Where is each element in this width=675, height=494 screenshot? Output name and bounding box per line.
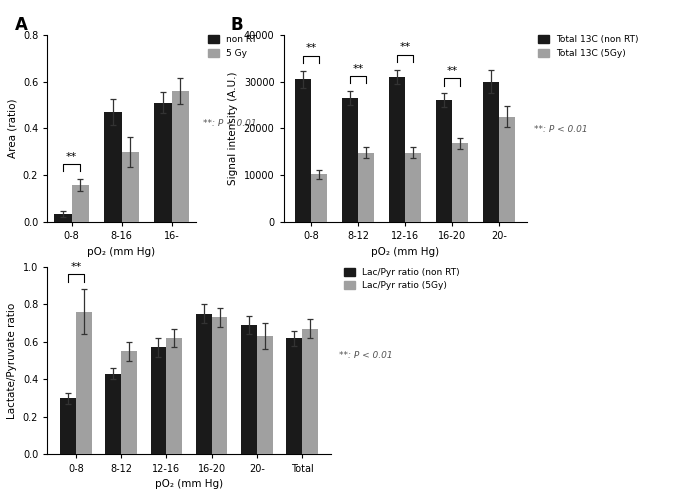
Bar bbox=[196, 314, 211, 454]
Bar bbox=[435, 100, 452, 222]
Text: **: ** bbox=[446, 66, 458, 76]
Bar bbox=[167, 338, 182, 454]
Text: **: ** bbox=[66, 152, 77, 162]
Bar bbox=[483, 82, 499, 222]
Text: B: B bbox=[230, 16, 243, 34]
Bar bbox=[389, 77, 405, 222]
Text: A: A bbox=[15, 16, 28, 34]
Bar bbox=[151, 347, 167, 454]
Text: **: ** bbox=[400, 42, 410, 52]
Bar bbox=[122, 351, 137, 454]
Bar bbox=[405, 153, 421, 222]
Bar bbox=[452, 143, 468, 222]
X-axis label: pO₂ (mm Hg): pO₂ (mm Hg) bbox=[155, 479, 223, 489]
Bar bbox=[311, 174, 327, 222]
X-axis label: pO₂ (mm Hg): pO₂ (mm Hg) bbox=[88, 247, 155, 257]
Bar bbox=[171, 91, 189, 222]
Bar bbox=[294, 79, 311, 222]
Y-axis label: Signal intensity (A.U.): Signal intensity (A.U.) bbox=[228, 72, 238, 185]
Text: **: ** bbox=[70, 262, 82, 272]
Bar bbox=[54, 214, 72, 222]
Bar bbox=[60, 398, 76, 454]
Bar bbox=[76, 312, 92, 454]
Text: **: P < 0.01: **: P < 0.01 bbox=[203, 119, 256, 128]
Legend: Lac/Pyr ratio (non RT), Lac/Pyr ratio (5Gy): Lac/Pyr ratio (non RT), Lac/Pyr ratio (5… bbox=[344, 268, 460, 290]
Legend: Total 13C (non RT), Total 13C (5Gy): Total 13C (non RT), Total 13C (5Gy) bbox=[538, 36, 639, 58]
Bar bbox=[72, 185, 89, 222]
X-axis label: pO₂ (mm Hg): pO₂ (mm Hg) bbox=[371, 247, 439, 257]
Bar bbox=[105, 374, 122, 454]
Bar bbox=[211, 318, 227, 454]
Bar bbox=[256, 336, 273, 454]
Bar bbox=[286, 338, 302, 454]
Bar bbox=[499, 117, 516, 222]
Bar bbox=[241, 325, 256, 454]
Text: **: ** bbox=[305, 43, 317, 53]
Text: **: ** bbox=[352, 64, 364, 74]
Y-axis label: Lactate/Pyruvate ratio: Lactate/Pyruvate ratio bbox=[7, 302, 18, 419]
Bar bbox=[104, 112, 122, 222]
Bar bbox=[122, 152, 139, 222]
Text: **: P < 0.01: **: P < 0.01 bbox=[534, 124, 587, 134]
Y-axis label: Area (ratio): Area (ratio) bbox=[7, 99, 18, 158]
Bar bbox=[358, 153, 375, 222]
Bar bbox=[302, 329, 318, 454]
Text: **: P < 0.01: **: P < 0.01 bbox=[340, 351, 393, 360]
Bar bbox=[342, 98, 358, 222]
Bar bbox=[154, 103, 171, 222]
Legend: non RT, 5 Gy: non RT, 5 Gy bbox=[208, 36, 256, 58]
